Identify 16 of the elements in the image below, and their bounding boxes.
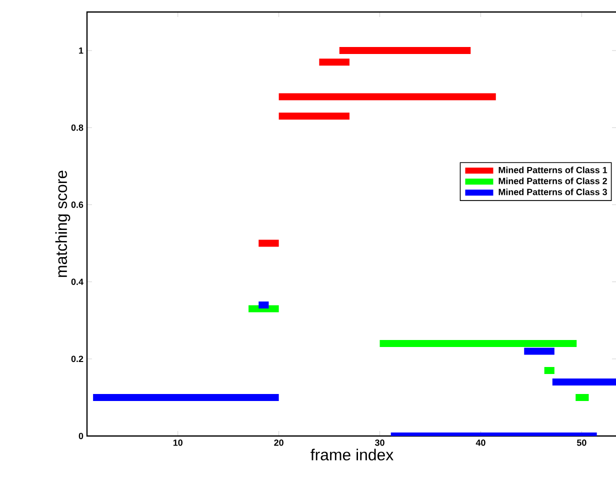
x-tick-label: 20 bbox=[274, 440, 284, 446]
x-tick-label: 50 bbox=[576, 440, 586, 446]
legend-label: Mined Patterns of Class 2 bbox=[498, 178, 607, 184]
x-tick-label: 40 bbox=[476, 440, 486, 446]
y-tick-label: 1 bbox=[79, 47, 84, 54]
y-tick-label: 0.4 bbox=[71, 278, 84, 285]
legend-label: Mined Patterns of Class 3 bbox=[498, 188, 607, 196]
legend-label: Mined Patterns of Class 1 bbox=[498, 166, 608, 174]
x-tick-label: 30 bbox=[374, 440, 384, 446]
x-axis-title: frame index bbox=[310, 448, 394, 460]
y-tick-label: 0.6 bbox=[71, 202, 84, 208]
y-tick-label: 0.8 bbox=[71, 124, 84, 131]
y-tick-label: 0 bbox=[78, 432, 84, 440]
x-tick-label: 10 bbox=[173, 440, 182, 446]
y-tick-label: 0.2 bbox=[71, 356, 84, 362]
y-axis-title: matching score bbox=[55, 170, 70, 277]
